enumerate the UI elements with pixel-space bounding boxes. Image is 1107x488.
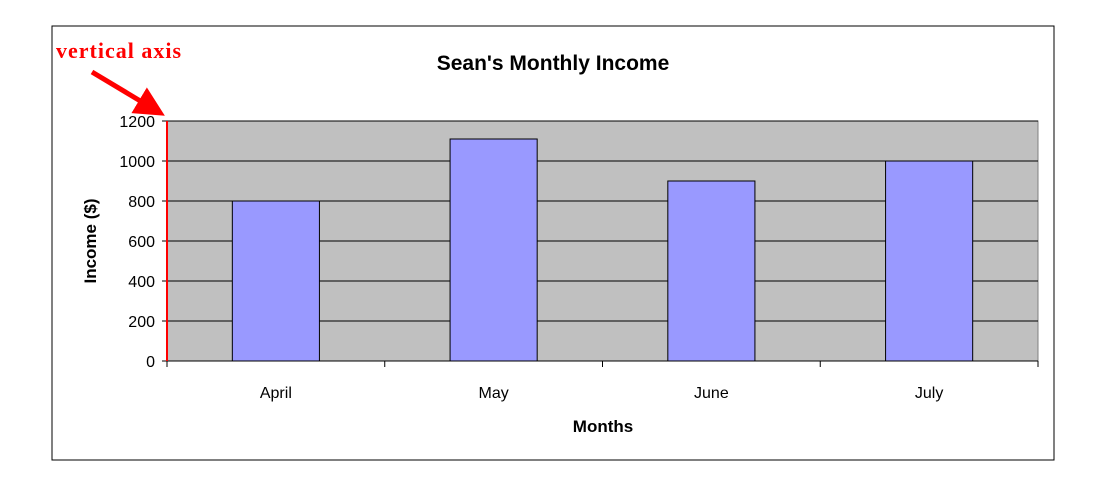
y-tick-label: 600 — [128, 234, 155, 251]
y-tick-label: 400 — [128, 274, 155, 291]
chart-title: Sean's Monthly Income — [437, 52, 670, 75]
bar-june — [667, 180, 756, 362]
x-axis-title: Months — [573, 417, 633, 436]
annotation-arrow — [90, 69, 165, 116]
x-tick-label: April — [260, 385, 292, 402]
bars — [231, 138, 974, 362]
y-tick-label: 800 — [128, 194, 155, 211]
annotation-label: vertical axis — [56, 38, 182, 63]
bar-july — [885, 160, 974, 362]
y-tick-label: 1200 — [119, 114, 155, 131]
y-axis-title: Income ($) — [81, 198, 100, 283]
x-tick-labels: April May June July — [166, 361, 1039, 402]
y-tick-labels: 0 200 400 600 800 1000 1200 — [119, 114, 167, 371]
x-tick-label: May — [479, 385, 509, 402]
x-tick-label: July — [915, 385, 943, 402]
y-tick-label: 200 — [128, 314, 155, 331]
bar-may — [449, 138, 538, 362]
bar-april — [231, 200, 320, 362]
y-tick-label: 1000 — [119, 154, 155, 171]
y-tick-label: 0 — [146, 354, 155, 371]
x-tick-label: June — [694, 385, 729, 402]
